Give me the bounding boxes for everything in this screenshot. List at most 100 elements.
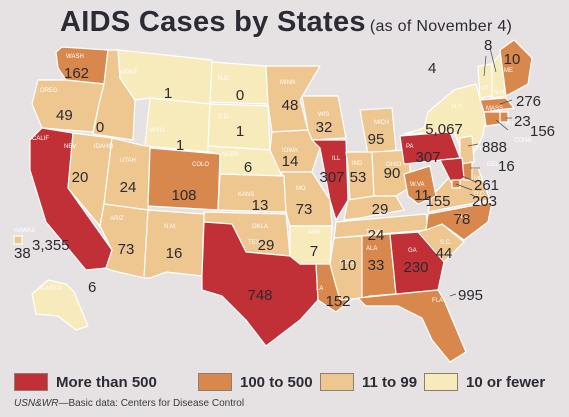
state-value-s-c: 44 [436,245,453,262]
state-abbr-ohio: OHIO [386,162,402,168]
leader-conn [495,119,509,131]
state-value-la: 152 [325,293,350,310]
state-value-tex: 748 [247,287,272,304]
legend-swatch [424,373,458,391]
state-abbr-w-va: W.VA [410,182,425,188]
state-value-ind: 53 [350,169,367,186]
state-value-me: 10 [504,51,521,68]
leader-vt [483,55,487,77]
state-value-wyo: 1 [176,137,184,154]
state-value-calif: 3,355 [32,237,70,254]
state-mich [359,107,397,155]
state-value-nebr: 6 [244,159,252,176]
state-abbr-mich: MICH [374,120,389,126]
state-abbr-md: MD [474,176,484,182]
state-value-alaska: 6 [88,279,96,296]
state-wis [301,95,347,141]
leader-nh [489,47,497,73]
state-abbr-alaska: ALASKA [38,286,61,292]
state-value-minn: 48 [282,97,299,114]
state-abbr-nev: NEV [64,144,76,150]
state-me [499,39,533,97]
leader-dc [455,183,473,191]
state-value-miss: 10 [340,257,357,274]
state-abbr-mont: MONT [120,70,138,76]
state-value-wash: 162 [64,65,89,82]
state-abbr-n-c: N.C. [458,214,470,220]
state-abbr-ark: ARK [308,230,320,236]
state-value-hawaii: 38 [14,245,31,262]
state-abbr-okla: OKLA [252,224,268,230]
state-fla [357,289,467,363]
state-abbr-wis: WIS [318,112,329,118]
leader-nj [467,143,479,147]
state-abbr-mass: MASS [486,106,503,112]
state-abbr-va: VA [436,200,444,206]
state-abbr-fla: FLA [432,298,443,304]
state-alaska [31,279,89,331]
state-value-oreg: 49 [56,107,73,124]
state-abbr-hawaii: HAWAII [14,228,35,234]
state-abbr-la: LA [316,286,323,292]
state-abbr-wash: WASH [66,54,84,60]
state-abbr-iowa: IOWA [282,148,298,154]
state-abbr-colo: COLO [192,162,209,168]
map-title: AIDS Cases by States (as of November 4) [60,6,512,39]
state-value-kans: 13 [252,197,269,214]
legend-item-more-than-500: More than 500 [14,372,157,392]
state-nc [425,201,493,241]
state-value-d-c: 261 [474,177,499,194]
state-value-s-d: 1 [236,123,244,140]
state-mass [479,97,515,113]
legend-swatch [320,373,354,391]
legend-item-11-to-99: 11 to 99 [320,372,417,392]
state-value-n-d: 0 [236,87,244,104]
subtitle-text: (as of November 4) [369,18,513,35]
state-abbr-ky: KY [378,212,386,218]
state-value-va: 155 [425,193,450,210]
state-abbr-n-m: N.M. [164,224,177,230]
state-value-n-m: 16 [166,245,183,262]
state-abbr-vt: VT [481,86,489,92]
state-value-extra-49: 203 [472,193,497,210]
state-abbr-n-y: N.Y. [452,104,463,110]
state-value-n-c: 78 [454,211,471,228]
legend-label: 10 or fewer [466,373,546,391]
state-value-pa: 307 [415,149,440,166]
state-value-nev: 20 [72,169,89,186]
legend-swatch [14,373,48,391]
state-ri [499,111,509,123]
leader-fla [449,293,457,297]
state-abbr-pa: PA [406,144,414,150]
state-abbr-n-h: N.H. [494,90,506,96]
legend-label: 100 to 500 [240,373,313,391]
state-abbr-idaho: IDAHO [94,144,113,150]
state-abbr-nebr: NEBR [222,152,239,158]
state-value-okla: 29 [258,237,275,254]
state-abbr-n-d: N.D. [218,76,230,82]
state-value-vt: 4 [428,60,436,77]
state-value-n-h: 8 [484,37,492,54]
source-brand: USN&WR [14,398,59,409]
state-abbr-ind: IND [352,161,363,167]
state-abbr-calif: CALIF [32,136,49,142]
state-ill [311,139,349,221]
state-abbr-me: ME [504,68,513,74]
state-abbr-ala: ALA [366,246,377,252]
state-abbr-minn: MINN [280,80,295,86]
state-abbr-n-j: N.J. [477,146,488,152]
state-abbr-ga: GA [408,248,417,254]
state-value-utah: 24 [120,179,137,196]
state-abbr-wyo: WYO [150,128,165,134]
source-text: —Basic data: Centers for Disease Control [58,398,245,409]
legend-label: 11 to 99 [362,373,418,391]
legend-item-100-to-500: 100 to 500 [198,372,313,392]
state-abbr-ill: ILL [332,156,341,162]
state-abbr-tex: TEX [248,240,260,246]
legend-swatch [198,373,232,391]
state-abbr-d-c: D.C. [474,192,486,198]
state-wva [403,165,437,205]
state-value-r-i: 23 [514,113,531,130]
state-md [439,157,465,185]
state-value-ga: 230 [403,259,428,276]
